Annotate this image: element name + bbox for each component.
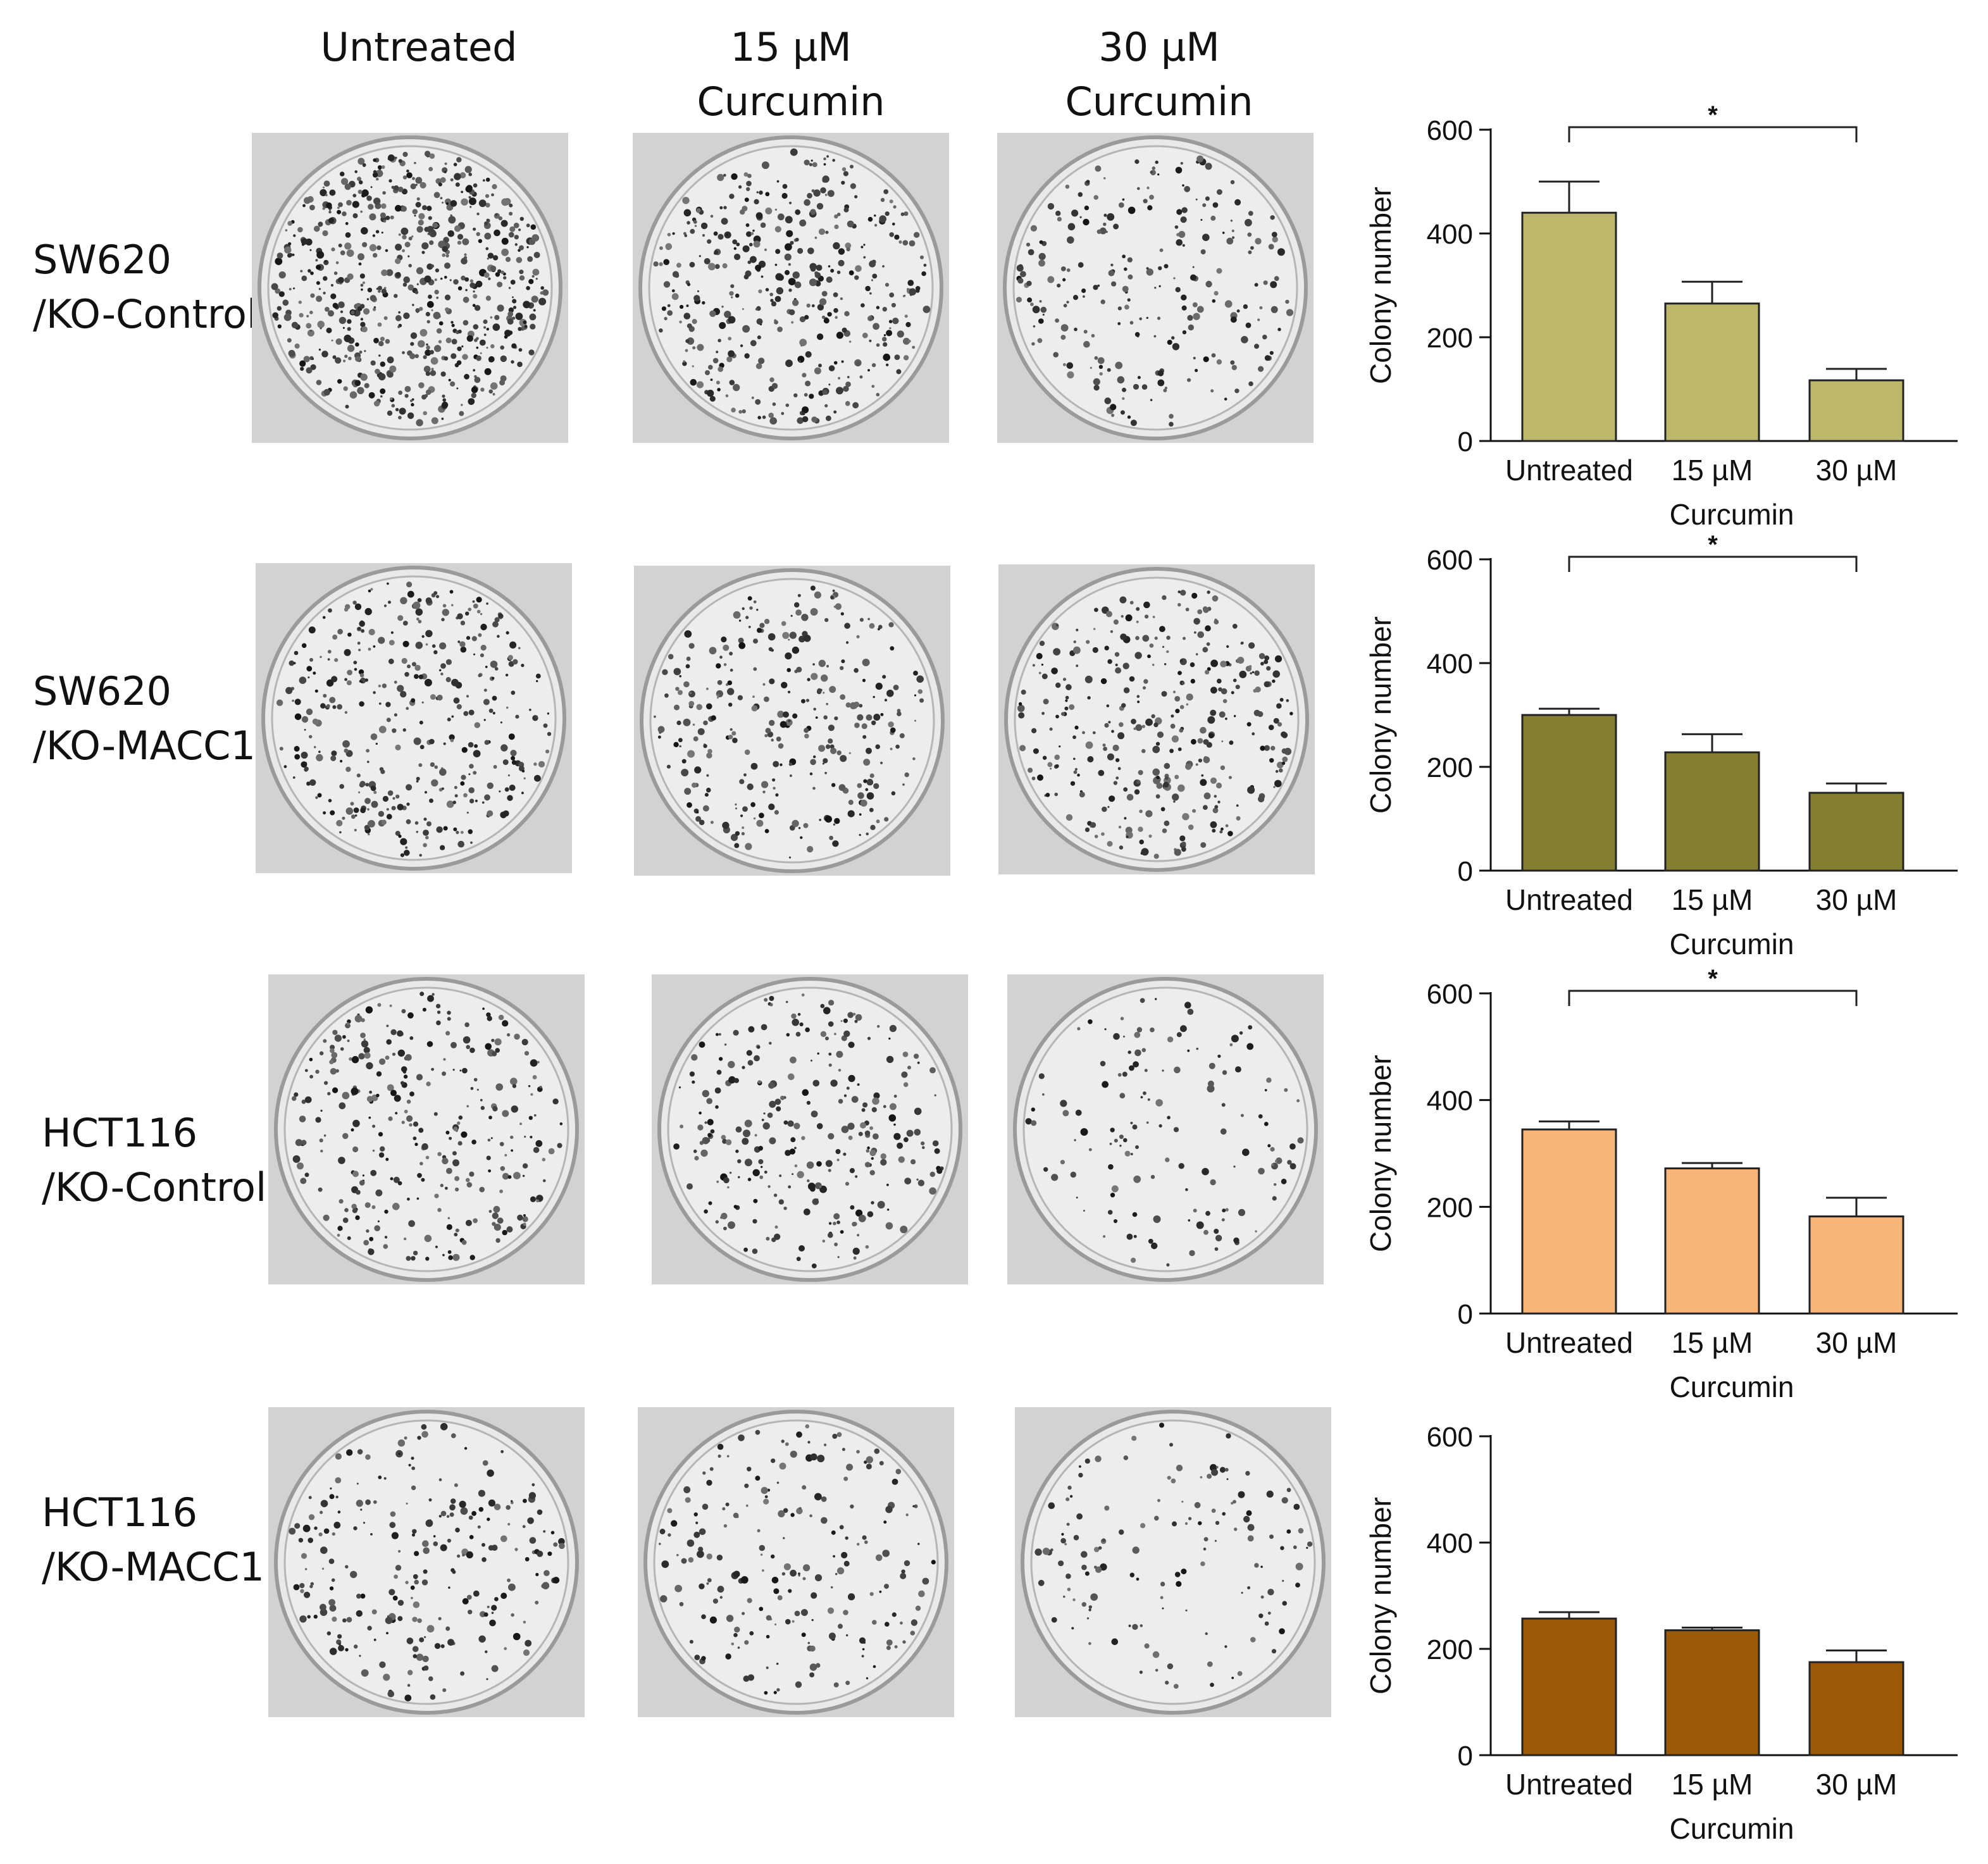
x-axis-label: Curcumin: [1670, 1812, 1794, 1845]
colony-dots: [1016, 155, 1294, 427]
bar: [1521, 1128, 1617, 1315]
colony-dots: [1034, 1422, 1313, 1689]
y-axis-label: Colony number: [1364, 1497, 1397, 1694]
y-axis-label: Colony number: [1364, 1055, 1397, 1252]
petri-dish-image: [652, 974, 968, 1284]
row-label-hct116-ko-control: HCT116 /KO-Control: [42, 1110, 267, 1210]
y-axis-label: Colony number: [1364, 187, 1397, 384]
colony-dots: [289, 1423, 565, 1701]
y-tick-label: 600: [1427, 1422, 1473, 1453]
colony-dots: [1017, 590, 1293, 859]
x-axis-label: Curcumin: [1670, 928, 1794, 960]
petri-dish-image: [256, 563, 572, 873]
y-tick-label: 400: [1427, 1086, 1473, 1117]
petri-dish-image: [634, 566, 950, 876]
y-tick-label: 600: [1427, 545, 1473, 576]
y-tick-label: 200: [1427, 1634, 1473, 1665]
y-tick-label: 0: [1458, 1299, 1473, 1330]
significance-marker: *: [1708, 965, 1718, 993]
bar: [1664, 1629, 1760, 1756]
x-tick-label: 30 µM: [1816, 454, 1898, 487]
row-label-sw620-ko-macc1: SW620 /KO-MACC1: [33, 668, 256, 769]
row-label-sw620-ko-control: SW620 /KO-Control: [33, 237, 258, 337]
y-tick-label: 0: [1458, 426, 1473, 457]
column-header-30uM: 30 µM Curcumin: [1065, 24, 1253, 125]
y-tick-label: 200: [1427, 323, 1473, 354]
petri-dish-image: [1015, 1407, 1331, 1717]
y-tick-label: 600: [1427, 979, 1473, 1010]
x-tick-label: Untreated: [1505, 454, 1633, 487]
x-tick-label: 15 µM: [1672, 883, 1753, 916]
bar: [1664, 302, 1760, 442]
significance-marker: *: [1708, 101, 1718, 129]
x-tick-label: Untreated: [1505, 1326, 1633, 1359]
petri-dish-image: [268, 974, 585, 1284]
x-tick-label: 30 µM: [1816, 1326, 1898, 1359]
petri-dish-image: [997, 133, 1314, 443]
y-tick-label: 600: [1427, 115, 1473, 146]
column-header-untreated: Untreated: [320, 24, 518, 70]
y-tick-label: 400: [1427, 219, 1473, 250]
colony-dots: [276, 581, 552, 857]
y-tick-label: 200: [1427, 1192, 1473, 1223]
bar: [1664, 751, 1760, 872]
x-tick-label: 15 µM: [1672, 454, 1753, 487]
petri-dish-image: [633, 133, 949, 443]
bar: [1808, 379, 1904, 442]
y-tick-label: 400: [1427, 1528, 1473, 1559]
y-tick-label: 0: [1458, 1741, 1473, 1772]
colony-dots: [673, 993, 944, 1269]
colony-dots: [653, 148, 931, 425]
petri-dish-image: [252, 133, 568, 443]
row-label-hct116-ko-macc1: HCT116 /KO-MACC1: [42, 1489, 264, 1590]
bar: [1808, 1661, 1904, 1756]
y-tick-label: 0: [1458, 856, 1473, 887]
colony-dots: [659, 1424, 936, 1695]
bar: [1521, 714, 1617, 872]
x-axis-label: Curcumin: [1670, 1370, 1794, 1403]
x-axis-label: Curcumin: [1670, 498, 1794, 531]
petri-dish-image: [1007, 974, 1324, 1284]
colony-dots: [1025, 998, 1304, 1267]
y-axis-label: Colony number: [1364, 616, 1397, 814]
significance-bracket: [1568, 556, 1858, 572]
significance-marker: *: [1708, 531, 1718, 559]
x-tick-label: Untreated: [1505, 1768, 1633, 1801]
bar: [1521, 1617, 1617, 1756]
significance-bracket: [1568, 990, 1858, 1006]
x-tick-label: Untreated: [1505, 883, 1633, 916]
significance-bracket: [1568, 126, 1858, 142]
petri-dish-image: [998, 564, 1315, 874]
colony-dots: [291, 991, 563, 1261]
x-tick-label: 30 µM: [1816, 883, 1898, 916]
column-header-15uM: 15 µM Curcumin: [697, 24, 885, 125]
x-tick-label: 15 µM: [1672, 1768, 1753, 1801]
petri-dish-image: [268, 1407, 585, 1717]
y-tick-label: 200: [1427, 752, 1473, 783]
x-tick-label: 30 µM: [1816, 1768, 1898, 1801]
x-tick-label: 15 µM: [1672, 1326, 1753, 1359]
y-tick-label: 400: [1427, 649, 1473, 680]
colony-dots: [271, 151, 549, 426]
petri-dish-image: [638, 1407, 954, 1717]
colony-dots: [654, 585, 924, 859]
